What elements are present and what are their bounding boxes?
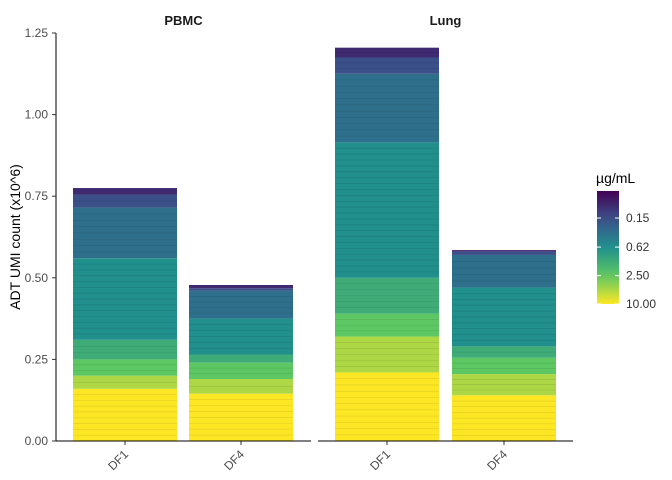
facet-panel-pbmc: PBMC DF1 DF4 (56, 13, 311, 473)
legend-title: µg/mL (596, 170, 635, 186)
x-tick-label: DF4 (484, 447, 510, 473)
bar-segment (189, 362, 293, 379)
bar-segment (189, 284, 293, 289)
facet-strip-label: Lung (430, 13, 462, 28)
bar-segment (73, 388, 177, 441)
legend-tick-label: 0.15 (626, 211, 650, 225)
bar-pbmc-df1 (73, 188, 177, 441)
bar-pbmc-df4 (189, 284, 293, 441)
y-tick-label: 0.50 (25, 271, 49, 285)
color-legend: µg/mL 0.15 0.62 2.50 10.00 (596, 170, 656, 311)
bar-segment (189, 290, 293, 319)
legend-colorbar (597, 191, 619, 304)
bar-segment (335, 372, 439, 441)
bar-segment (335, 73, 439, 143)
bar-segment (73, 359, 177, 376)
y-tick-label: 1.25 (25, 26, 49, 40)
bar-segment (335, 142, 439, 278)
bar-lung-df1 (335, 47, 439, 441)
legend-tick-label: 2.50 (626, 269, 650, 283)
bar-segment (335, 57, 439, 74)
bar-segment (452, 251, 556, 255)
x-tick-label: DF4 (221, 447, 247, 473)
facet-panel-lung: Lung DF1 DF4 (318, 13, 573, 473)
y-tick-label: 0.00 (25, 434, 49, 448)
bar-segment (452, 357, 556, 375)
bar-segment (73, 188, 177, 195)
y-tick-label: 1.00 (25, 108, 49, 122)
y-axis-label: ADT UMI count (x10^6) (7, 164, 23, 310)
bar-segment (189, 288, 293, 291)
bar-segment (452, 250, 556, 252)
y-tick-label: 0.25 (25, 352, 49, 366)
facet-strip-label: PBMC (164, 13, 203, 28)
legend-tick-label: 10.00 (626, 297, 656, 311)
legend-tick-label: 0.62 (626, 240, 650, 254)
x-tick-label: DF1 (367, 447, 393, 473)
bar-segment (452, 254, 556, 288)
x-tick-label: DF1 (105, 447, 131, 473)
y-tick-label: 0.75 (25, 189, 49, 203)
y-axis: 0.00 0.25 0.50 0.75 1.00 1.25 (25, 26, 57, 448)
bar-segment (73, 339, 177, 360)
bar-lung-df4 (452, 250, 556, 441)
bar-segment (189, 354, 293, 363)
